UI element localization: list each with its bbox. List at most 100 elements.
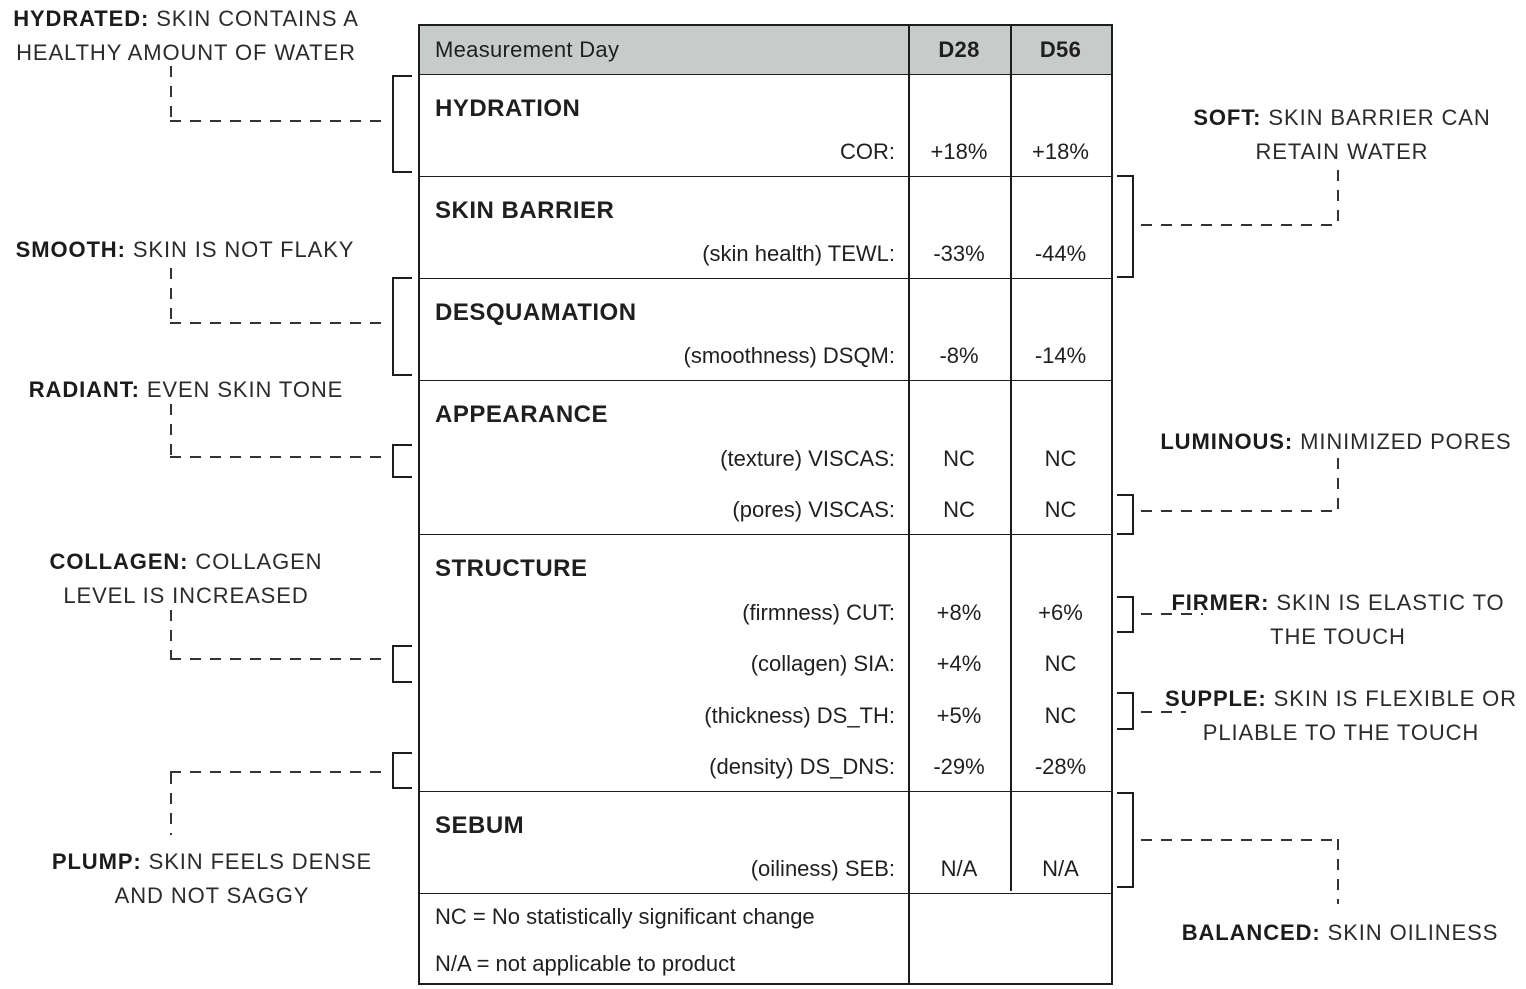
results-table: Measurement Day D28 D56 HYDRATION COR: +… [418,24,1113,985]
annotation-collagen-text-line2: LEVEL IS INCREASED [63,583,309,608]
annotation-collagen-keyword: COLLAGEN: [49,549,189,574]
section-sebum: SEBUM (oiliness) SEB: N/A N/A [420,791,1111,893]
section-title: SEBUM [435,812,525,839]
bracket-sebum-row [1117,792,1134,888]
table-footnotes: NC = No statistically significant change… [420,893,1111,987]
annotation-supple-text-line2: PLIABLE TO THE TOUCH [1202,720,1480,745]
value-d56: -44% [1034,241,1087,266]
annotation-plump-text: SKIN FEELS DENSE [141,849,373,874]
annotation-firmer-text: SKIN IS ELASTIC TO [1269,590,1505,615]
connector-balanced-hline [1141,839,1339,841]
table-row: (pores) VISCAS: NC NC [420,483,1111,535]
header-col-d28: D28 [938,37,980,62]
row-label: (pores) VISCAS: [732,497,895,522]
section-title: HYDRATION [435,95,581,122]
connector-collagen-vline [170,610,172,660]
annotation-soft-keyword: SOFT: [1193,105,1262,130]
annotation-plump-keyword: PLUMP: [51,849,142,874]
row-label: (density) DS_DNS: [709,754,895,779]
value-d28: NC [943,497,975,522]
section-desquamation: DESQUAMATION (smoothness) DSQM: -8% -14% [420,278,1111,380]
annotation-hydrated-keyword: HYDRATED: [13,6,150,31]
connector-smooth-hline [170,322,384,324]
annotation-hydrated-text-line2: HEALTHY AMOUNT OF WATER [16,40,356,65]
value-d28: +5% [936,702,982,728]
annotation-balanced-text: SKIN OILINESS [1320,920,1499,945]
table-row: (collagen) SIA: +4% NC [420,637,1111,689]
bracket-skin-barrier-row [1117,175,1134,278]
annotation-collagen-text: COLLAGEN [188,549,323,574]
bracket-desquamation-row [392,277,412,376]
connector-plump-vline [170,773,172,835]
annotation-luminous-text: MINIMIZED PORES [1293,429,1512,454]
value-d28: -29% [933,754,985,779]
table-row: (firmness) CUT: +8% +6% [420,585,1111,637]
annotation-radiant-keyword: RADIANT: [28,377,140,402]
annotation-firmer-keyword: FIRMER: [1171,590,1270,615]
annotation-firmer: FIRMER: SKIN IS ELASTIC TO THE TOUCH [1138,586,1526,654]
table-row: (density) DS_DNS: -29% -28% [420,740,1111,792]
table-row: (skin health) TEWL: -33% -44% [420,227,1111,278]
bracket-density-row [392,752,412,789]
annotation-smooth: SMOOTH: SKIN IS NOT FLAKY [0,233,395,267]
table-row: (smoothness) DSQM: -8% -14% [420,329,1111,380]
column-divider-label-d28 [908,26,910,983]
annotation-supple-keyword: SUPPLE: [1165,686,1267,711]
connector-collagen-hline [170,658,384,660]
section-hydration: HYDRATION COR: +18% +18% [420,74,1111,176]
row-label: (texture) VISCAS: [720,445,895,471]
section-title: STRUCTURE [435,555,588,582]
bracket-hydration-row [392,75,412,173]
annotation-luminous-keyword: LUMINOUS: [1160,429,1294,454]
annotation-soft-text-line2: RETAIN WATER [1255,139,1429,164]
value-d28: +8% [936,599,982,625]
table-header-row: Measurement Day D28 D56 [420,26,1111,74]
value-d56: +18% [1032,139,1089,164]
section-title: APPEARANCE [435,401,609,428]
bracket-firmness-row [1117,596,1134,633]
value-d56: NC [1044,445,1077,471]
connector-luminous-hline [1141,510,1339,512]
connector-soft-hline [1141,224,1339,226]
annotation-firmer-text-line2: THE TOUCH [1270,624,1406,649]
connector-soft-vline [1337,170,1339,226]
value-d56: NC [1044,702,1077,728]
annotation-balanced-keyword: BALANCED: [1181,920,1321,945]
annotation-radiant-text: EVEN SKIN TONE [139,377,344,402]
value-d28: NC [943,445,975,471]
annotation-supple-text: SKIN IS FLEXIBLE OR [1266,686,1517,711]
value-d28: +18% [930,139,988,164]
annotation-radiant: RADIANT: EVEN SKIN TONE [0,373,396,407]
value-d56: N/A [1042,856,1079,881]
connector-smooth-vline [170,268,172,324]
value-d28: N/A [940,856,978,881]
connector-supple-hline [1141,711,1186,713]
section-structure: STRUCTURE (firmness) CUT: +8% +6% (colla… [420,534,1111,791]
value-d56: NC [1044,497,1077,522]
row-label: (thickness) DS_TH: [704,702,895,728]
connector-plump-hline [170,771,384,773]
connector-radiant-hline [170,456,384,458]
row-label: COR: [840,139,895,164]
footnote-na: N/A = not applicable to product [435,950,736,976]
annotation-luminous: LUMINOUS: MINIMIZED PORES [1136,425,1526,459]
row-label: (firmness) CUT: [742,599,895,625]
row-label: (skin health) TEWL: [702,241,895,266]
value-d28: -8% [939,343,979,368]
bracket-collagen-row [392,645,412,683]
annotation-hydrated: HYDRATED: SKIN CONTAINS A HEALTHY AMOUNT… [0,2,396,70]
value-d56: +6% [1038,599,1083,625]
bracket-thickness-row [1117,692,1134,730]
section-appearance: APPEARANCE (texture) VISCAS: NC NC (pore… [420,380,1111,534]
annotation-hydrated-text: SKIN CONTAINS A [149,6,359,31]
table-row: (texture) VISCAS: NC NC [420,431,1111,483]
bracket-texture-row [392,444,412,478]
annotation-balanced: BALANCED: SKIN OILINESS [1140,916,1526,950]
annotation-soft: SOFT: SKIN BARRIER CAN RETAIN WATER [1132,101,1526,169]
value-d56: -14% [1034,343,1087,368]
bracket-pores-row [1117,494,1134,535]
row-label: (collagen) SIA: [750,651,895,676]
annotation-plump: PLUMP: SKIN FEELS DENSE AND NOT SAGGY [2,845,422,913]
connector-hydrated-hline [170,120,384,122]
row-label: (smoothness) DSQM: [683,343,896,368]
